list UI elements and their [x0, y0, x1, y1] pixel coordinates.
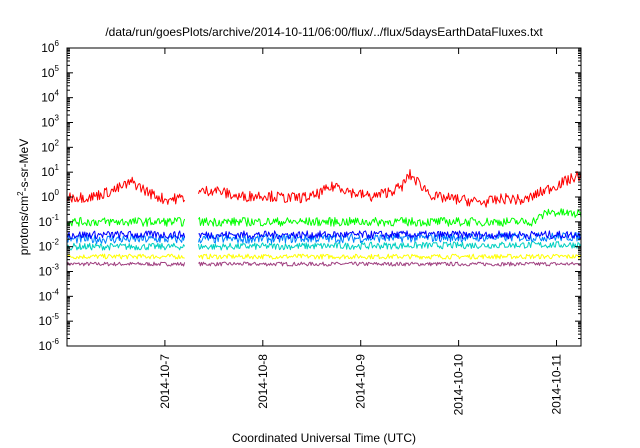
x-tick-label: 2014-10-9 [354, 354, 368, 409]
y-axis-label-sup: 2 [16, 191, 25, 196]
y-tick-label-base: 10 [39, 240, 53, 254]
y-tick-label: 10-2 [39, 238, 60, 254]
series-line [66, 169, 582, 208]
x-axis-label: Coordinated Universal Time (UTC) [232, 431, 416, 445]
y-tick-label-base: 10 [39, 215, 53, 229]
y-tick-label: 10-5 [39, 312, 60, 328]
series-line [66, 208, 582, 227]
y-tick-label: 104 [41, 89, 59, 105]
y-tick-label-base: 10 [41, 140, 55, 154]
y-tick-label-exponent: -1 [52, 213, 60, 222]
series-layer [66, 169, 582, 267]
y-tick-label-exponent: 0 [55, 188, 60, 197]
x-tick-label: 2014-10-7 [158, 354, 172, 409]
y-tick-label-exponent: 3 [55, 114, 60, 123]
y-tick-label-exponent: -3 [52, 263, 60, 272]
y-tick-label: 106 [41, 39, 59, 55]
y-tick-label-base: 10 [41, 66, 55, 80]
y-tick-label: 102 [41, 138, 59, 154]
y-tick-label-exponent: 1 [55, 163, 60, 172]
y-tick-label-exponent: -5 [52, 312, 60, 321]
y-tick-label-base: 10 [39, 339, 53, 353]
y-axis-label-base: protons/cm [17, 196, 31, 255]
y-tick-label-base: 10 [41, 91, 55, 105]
y-tick-label: 10-4 [39, 287, 60, 303]
y-tick-label: 10-1 [39, 213, 60, 229]
chart-title: /data/run/goesPlots/archive/2014-10-11/0… [105, 25, 543, 39]
y-tick-label: 101 [41, 163, 59, 179]
y-tick-label-base: 10 [39, 314, 53, 328]
y-tick-label-exponent: -4 [52, 287, 60, 296]
y-tick-label-base: 10 [41, 116, 55, 130]
series-line [66, 261, 582, 267]
y-axis: 10-610-510-410-310-210-11001011021031041… [39, 39, 581, 353]
y-tick-label-base: 10 [41, 190, 55, 204]
y-tick-label: 10-3 [39, 263, 60, 279]
plot-frame [66, 47, 582, 347]
y-tick-label-exponent: -6 [52, 337, 60, 346]
series-line [66, 253, 582, 260]
y-tick-label-exponent: 5 [55, 64, 60, 73]
y-tick-label: 100 [41, 188, 59, 204]
y-tick-label-exponent: -2 [52, 238, 60, 247]
y-tick-label-base: 10 [39, 289, 53, 303]
series-line [66, 232, 582, 245]
x-tick-label: 2014-10-11 [550, 354, 564, 415]
series-line [66, 241, 582, 251]
x-tick-label: 2014-10-8 [256, 354, 270, 409]
y-axis-label-rest: -s-sr-MeV [17, 139, 31, 192]
series-line [66, 230, 582, 240]
y-tick-label-exponent: 2 [55, 138, 60, 147]
y-tick-label-base: 10 [39, 265, 53, 279]
x-tick-label: 2014-10-10 [452, 354, 466, 416]
y-tick-label-base: 10 [41, 41, 55, 55]
y-tick-label: 103 [41, 114, 59, 130]
y-axis-label: protons/cm2-s-sr-MeV [16, 139, 31, 255]
y-tick-label-base: 10 [41, 165, 55, 179]
x-axis: 2014-10-7 2014-10-8 2014-10-9 2014-10-10 201… [158, 48, 564, 415]
y-tick-label: 105 [41, 64, 59, 80]
y-tick-label-exponent: 6 [55, 39, 60, 48]
y-tick-label: 10-6 [39, 337, 60, 353]
y-tick-label-exponent: 4 [55, 89, 60, 98]
